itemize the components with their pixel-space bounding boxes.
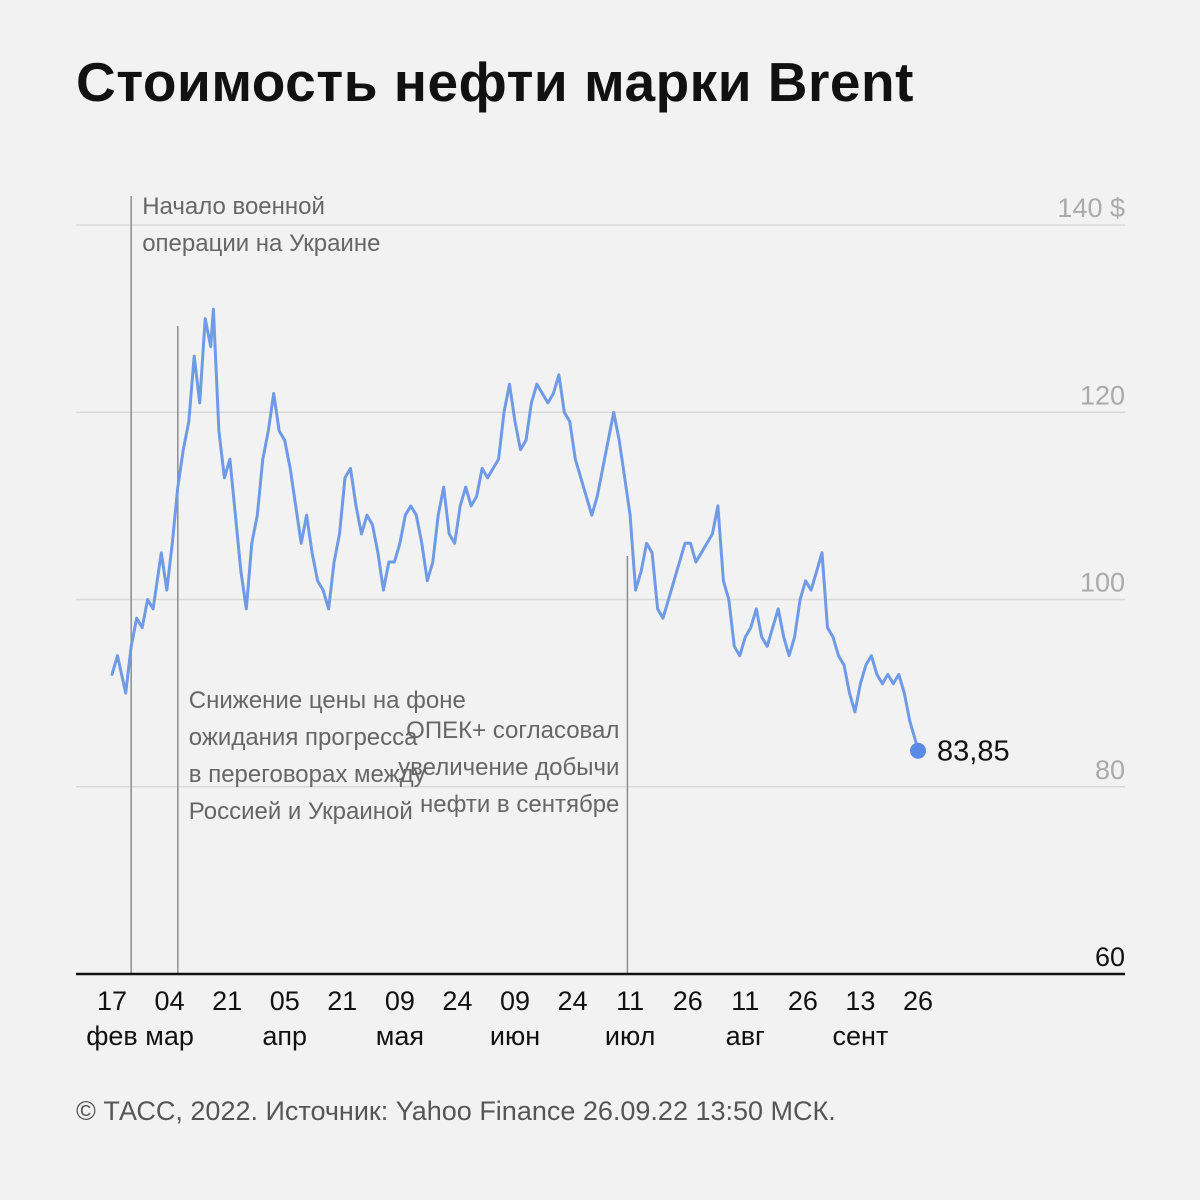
y-tick-label: 120 <box>1080 380 1125 410</box>
x-tick-month: сент <box>833 1021 889 1051</box>
x-tick-day: 24 <box>558 986 588 1016</box>
last-value-label: 83,85 <box>937 736 1010 768</box>
x-tick-day: 26 <box>903 986 933 1016</box>
x-tick-day: 11 <box>731 986 759 1016</box>
x-tick-day: 17 <box>97 986 127 1016</box>
y-axis-labels: 60 80 100 120 140 $ <box>1057 193 1125 972</box>
x-tick-day: 26 <box>788 986 818 1016</box>
x-axis-labels: 17 фев 04 мар 21 05 апр 21 09 мая 24 09 июн 24 11 июл 26… <box>86 986 933 1051</box>
x-tick-day: 05 <box>270 986 300 1016</box>
gridlines <box>76 224 1125 788</box>
event-label: ОПЕК+ согласовал <box>406 717 619 744</box>
last-value-marker <box>910 742 926 759</box>
event-label: в переговорах между <box>189 761 426 788</box>
x-tick-day: 09 <box>385 986 415 1016</box>
event-label: увеличение добычи <box>398 754 619 781</box>
x-tick-day: 21 <box>212 986 242 1016</box>
y-tick-label: 140 $ <box>1057 193 1125 223</box>
price-line <box>110 307 920 753</box>
x-tick-day: 09 <box>500 986 530 1016</box>
y-tick-label: 80 <box>1095 755 1125 785</box>
y-tick-label: 100 <box>1080 568 1125 598</box>
x-tick-day: 24 <box>442 986 472 1016</box>
x-tick-month: апр <box>262 1021 307 1051</box>
x-tick-day: 13 <box>845 986 875 1016</box>
event-label: операции на Украине <box>142 230 380 257</box>
event-annotations: Начало военной операции на Украине Снижени… <box>130 193 629 974</box>
event-label: Россией и Украиной <box>189 798 413 825</box>
x-tick-month: июл <box>605 1021 656 1051</box>
event-label: нефти в сентябре <box>420 791 619 818</box>
x-tick-day: 26 <box>673 986 703 1016</box>
source-footer: © ТАСС, 2022. Источник: Yahoo Finance 26… <box>76 1096 836 1126</box>
x-tick-day: 04 <box>155 986 185 1016</box>
x-tick-month: фев <box>86 1021 138 1051</box>
x-tick-day: 11 <box>616 986 644 1016</box>
event-label: ожидания прогресса <box>189 724 418 751</box>
price-series: 83,85 <box>110 307 1010 768</box>
x-tick-month: мар <box>145 1021 194 1051</box>
x-tick-month: мая <box>376 1021 424 1051</box>
x-tick-day: 21 <box>327 986 357 1016</box>
chart-title: Стоимость нефти марки Brent <box>76 51 914 113</box>
x-tick-month: авг <box>726 1021 765 1051</box>
event-label: Снижение цены на фоне <box>189 687 466 714</box>
x-tick-month: июн <box>490 1021 540 1051</box>
event-label: Начало военной <box>142 193 325 220</box>
y-tick-label: 60 <box>1095 942 1125 972</box>
brent-price-chart: 60 80 100 120 140 $ Начало военной операции н… <box>76 193 1125 1051</box>
